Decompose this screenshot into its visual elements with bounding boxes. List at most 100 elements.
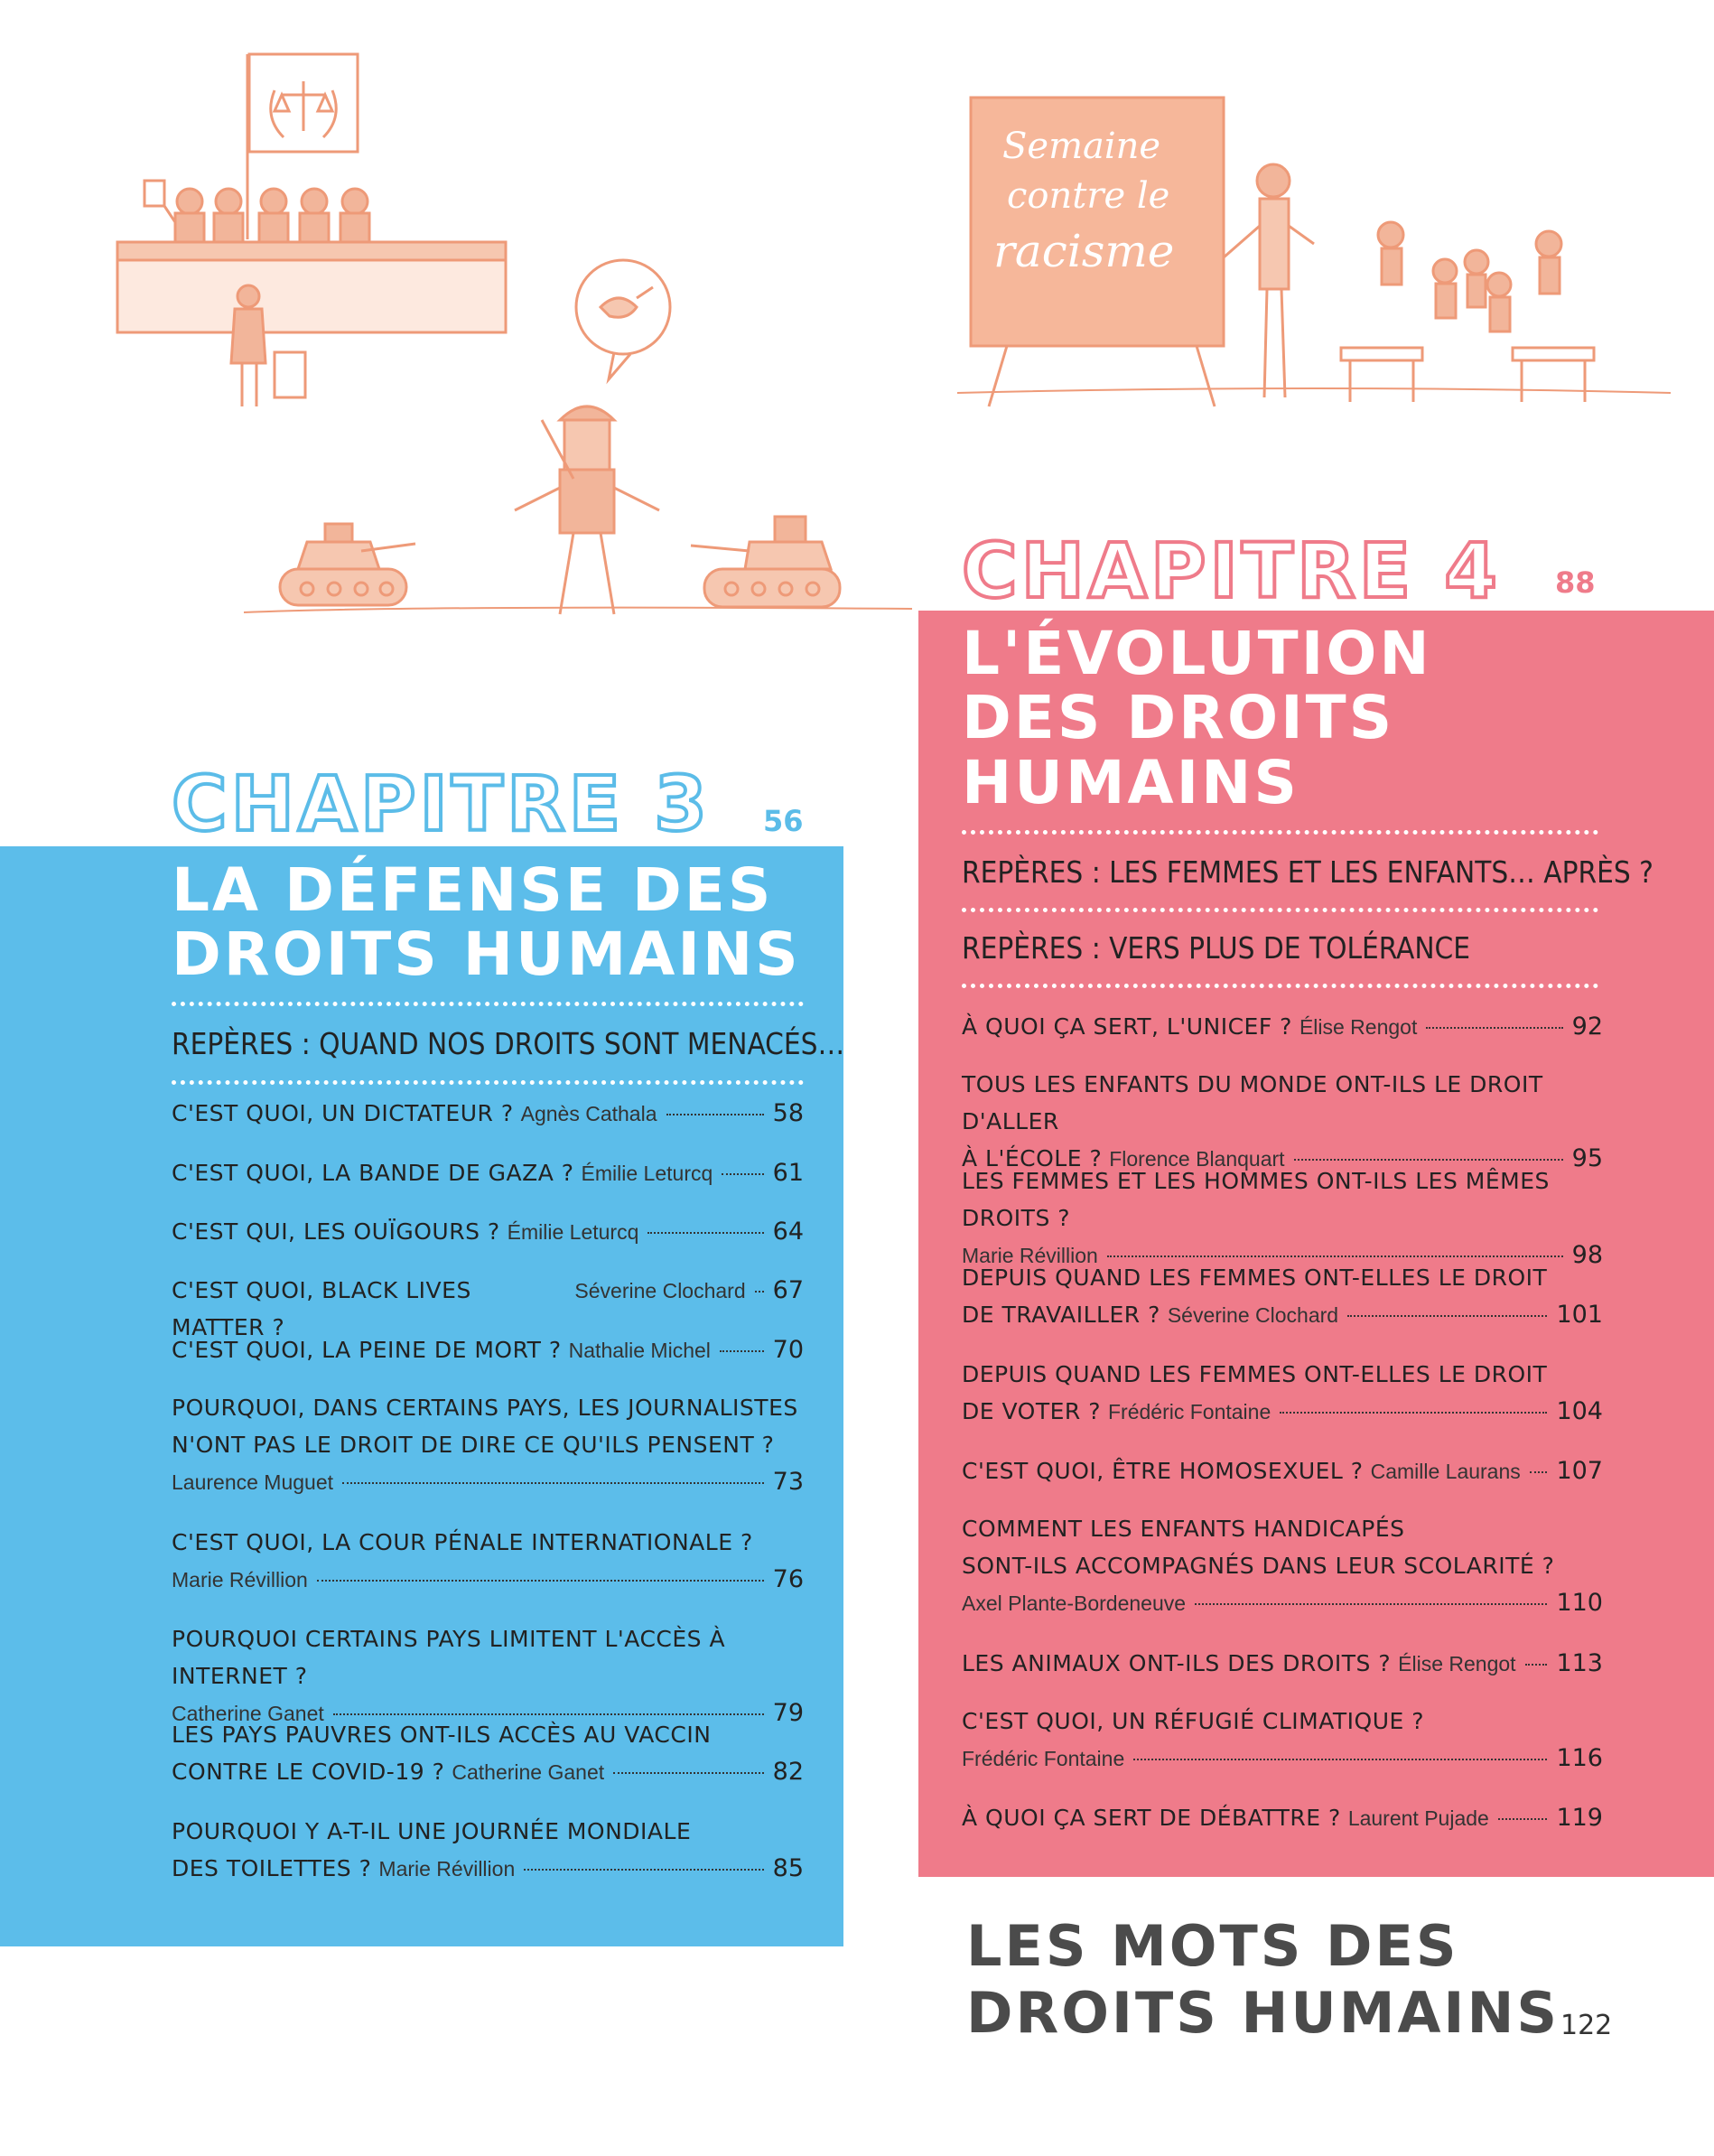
toc-page: 119 [1556, 1804, 1603, 1832]
toc-entry[interactable]: Les animaux ont-ils des droits ? Élise Re… [962, 1645, 1603, 1683]
toc-question: C'est quoi, être homosexuel ? [962, 1458, 1364, 1484]
toc-entry[interactable]: C'est quoi, un réfugié climatique ? Fréd… [962, 1703, 1603, 1778]
chapter-3-heading: LA DÉFENSE DES DROITS HUMAINS [172, 858, 801, 987]
toc-page: 95 [1571, 1144, 1603, 1172]
toc-page: 116 [1556, 1744, 1603, 1772]
toc-question-line-2: des toilettes ? [172, 1855, 372, 1881]
toc-author: Séverine Clochard [1167, 1303, 1339, 1327]
toc-page: 79 [772, 1699, 804, 1727]
tribunal-illustration [81, 45, 587, 425]
toc-author: Émilie Leturcq [507, 1220, 639, 1244]
glossary-title-line-1: LES MOTS DES [966, 1913, 1459, 1979]
toc-question: C'est quoi, la peine de mort ? [172, 1337, 562, 1363]
toc-question-line-2: n'ont pas le droit de dire ce qu'ils pen… [172, 1432, 775, 1458]
chapter-3-panel [0, 846, 843, 1946]
toc-question-line-1: Pourquoi y a-t-il une journée mondiale [172, 1818, 692, 1844]
toc-entry[interactable]: Les pays pauvres ont-ils accès au vaccin… [172, 1716, 804, 1791]
toc-page: 67 [772, 1276, 804, 1304]
toc-page: 73 [772, 1468, 804, 1496]
soldier-tanks-illustration [235, 253, 921, 650]
toc-page: 70 [772, 1336, 804, 1364]
toc-author: Frédéric Fontaine [962, 1747, 1125, 1770]
toc-entry[interactable]: Depuis quand les femmes ont-elles le dro… [962, 1259, 1603, 1334]
toc-page: 61 [772, 1159, 804, 1187]
toc-question-line-1: Tous les enfants du monde ont-ils le dro… [962, 1071, 1543, 1134]
toc-entry[interactable]: C'est quoi, la peine de mort ? Nathalie M… [172, 1331, 804, 1369]
chapter-4-panel [918, 611, 1714, 1877]
toc-question-line-2: contre le Covid-19 ? [172, 1759, 445, 1785]
toc-question-line-1: C'est quoi, un réfugié climatique ? [962, 1708, 1425, 1734]
chapter-4-separator [962, 984, 1598, 988]
toc-question-line-1: Comment les enfants handicapés [962, 1516, 1405, 1542]
chapter-3-separator [172, 1080, 804, 1085]
toc-entry[interactable]: Les femmes et les hommes ont-ils les mêm… [962, 1162, 1603, 1274]
toc-author: Séverine Clochard [574, 1279, 746, 1302]
chapter-4-heading-line-1: L'ÉVOLUTION [962, 619, 1432, 688]
toc-page: 110 [1556, 1589, 1603, 1617]
toc-entry[interactable]: C'est quoi, être homosexuel ? Camille Lau… [962, 1452, 1603, 1490]
tank-right [690, 515, 842, 609]
toc-entry[interactable]: Tous les enfants du monde ont-ils le dro… [962, 1066, 1603, 1178]
toc-page: 107 [1556, 1457, 1603, 1485]
chapter-4-repere-2[interactable]: REPÈRES : VERS PLUS DE TOLÉRANCE [962, 930, 1471, 966]
chapter-4-repere-1[interactable]: REPÈRES : LES FEMMES ET LES ENFANTS… APR… [962, 854, 1653, 890]
toc-author: Camille Laurans [1370, 1460, 1521, 1483]
toc-author: Agnès Cathala [520, 1102, 657, 1125]
toc-question: Les animaux ont-ils des droits ? [962, 1650, 1392, 1676]
toc-entry[interactable]: Pourquoi y a-t-il une journée mondiale d… [172, 1813, 804, 1888]
toc-entry[interactable]: C'est qui, les Ouïgours ? Émilie Leturcq 6… [172, 1213, 804, 1251]
toc-author: Axel Plante-Bordeneuve [962, 1591, 1187, 1615]
toc-author: Nathalie Michel [568, 1339, 711, 1362]
toc-question-line-1: Depuis quand les femmes ont-elles le dro… [962, 1265, 1548, 1291]
toc-question: C'est quoi, Black Lives Matter ? [172, 1277, 471, 1340]
toc-entry[interactable]: À quoi ça sert, l'Unicef ? Élise Rengot 92 [962, 1008, 1603, 1046]
toc-page: 101 [1556, 1301, 1603, 1329]
chapter-4-heading: L'ÉVOLUTION DES DROITS HUMAINS [962, 621, 1432, 815]
chapter-4-separator [962, 830, 1598, 835]
chapter-4-title: CHAPITRE 4 [960, 527, 1501, 615]
toc-question: À quoi ça sert de débattre ? [962, 1805, 1341, 1831]
chapter-4-separator [962, 908, 1598, 912]
toc-question-line-1: Les femmes et les hommes ont-ils les mêm… [962, 1168, 1550, 1231]
glossary-page: 122 [1560, 2010, 1613, 2041]
toc-question-line-2: de voter ? [962, 1398, 1101, 1424]
toc-page: 64 [772, 1218, 804, 1246]
toc-entry[interactable]: Pourquoi, dans certains pays, les journa… [172, 1389, 804, 1501]
toc-author: Catherine Ganet [172, 1702, 324, 1725]
glossary-title-line-2: DROITS HUMAINS [966, 1980, 1560, 2047]
chapter-4-heading-line-3: HUMAINS [962, 747, 1299, 817]
toc-question: À quoi ça sert, l'Unicef ? [962, 1013, 1292, 1040]
toc-page: 85 [772, 1854, 804, 1882]
toc-author: Florence Blanquart [1109, 1147, 1285, 1171]
chapter-4-page: 88 [1555, 565, 1596, 600]
toc-entry[interactable]: C'est quoi, un dictateur ? Agnès Cathala 5… [172, 1095, 804, 1133]
sign-line-3: racisme [993, 225, 1174, 277]
toc-page: 104 [1556, 1397, 1603, 1425]
toc-author: Émilie Leturcq [581, 1162, 713, 1185]
toc-page: 76 [772, 1565, 804, 1593]
toc-page: 92 [1571, 1013, 1603, 1041]
toc-entry[interactable]: À quoi ça sert de débattre ? Laurent Puja… [962, 1799, 1603, 1837]
toc-entry[interactable]: Comment les enfants handicapés sont-ils … [962, 1510, 1603, 1622]
chapter-3-heading-line-2: DROITS HUMAINS [172, 919, 801, 990]
toc-author: Catherine Ganet [452, 1760, 605, 1784]
toc-question-line-1: Depuis quand les femmes ont-elles le dro… [962, 1361, 1548, 1387]
glossary-title[interactable]: LES MOTS DES DROITS HUMAINS [966, 1913, 1560, 2048]
toc-question-line-1: Les pays pauvres ont-ils accès au vaccin [172, 1722, 712, 1748]
tank-left [278, 522, 416, 607]
toc-author: Élise Rengot [1398, 1652, 1516, 1675]
toc-entry[interactable]: Depuis quand les femmes ont-elles le dro… [962, 1356, 1603, 1431]
toc-author: Marie Révillion [172, 1568, 308, 1591]
toc-entry[interactable]: C'est quoi, la Cour pénale international… [172, 1524, 804, 1599]
toc-entry[interactable]: C'est quoi, la bande de Gaza ? Émilie Let… [172, 1154, 804, 1192]
toc-entry[interactable]: Pourquoi certains pays limitent l'accès … [172, 1620, 804, 1732]
chapter-3-repere[interactable]: REPÈRES : QUAND NOS DROITS SONT MENACÉS… [172, 1026, 845, 1061]
toc-page: 113 [1556, 1649, 1603, 1677]
dove-icon [598, 285, 654, 319]
sign-line-1: Semaine [1002, 126, 1160, 167]
toc-question-line-2: sont-ils accompagnés dans leur scolarité… [962, 1553, 1555, 1579]
toc-question-line-2: de travailler ? [962, 1302, 1160, 1328]
toc-entry[interactable]: C'est quoi, Black Lives Matter ? Séverine… [172, 1272, 804, 1346]
chapter-3-page: 56 [763, 804, 804, 838]
toc-page: 58 [772, 1099, 804, 1127]
